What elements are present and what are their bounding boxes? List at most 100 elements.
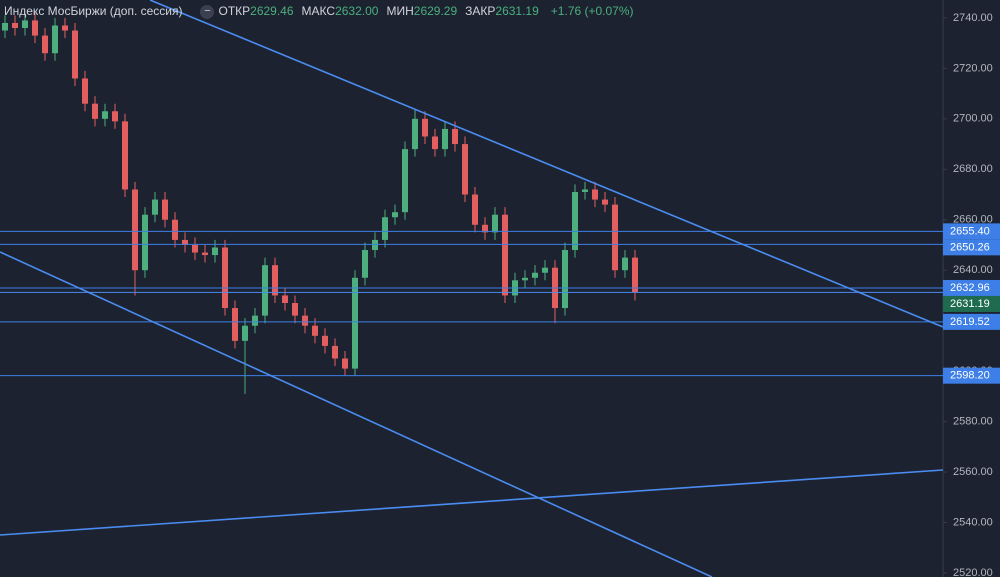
candle-body [142,214,148,271]
y-tick-label: 2580.00 [953,415,993,427]
candle-body [292,303,298,316]
stat-value: 2631.19 [495,4,539,18]
candle-body [412,118,418,150]
price-axis: 2520.002540.002560.002580.002600.002620.… [943,12,1000,577]
y-tick-label: 2640.00 [953,264,993,276]
candle-body [282,295,288,304]
candle-body [482,224,488,233]
candle-body [92,103,98,119]
stat-label: МАКС [301,4,336,18]
stat-value: 2632.00 [335,4,379,18]
candle-body [272,265,278,296]
candle-body [562,250,568,309]
y-tick-label: 2740.00 [953,12,993,24]
candle-body [242,325,248,341]
candle-body [152,199,158,215]
price-level-label: 2631.19 [950,298,990,310]
candle-body [342,358,348,369]
price-level-label: 2655.40 [950,225,990,237]
candle-body [382,217,388,240]
price-level-label: 2650.26 [950,241,990,253]
candle-body [432,136,438,150]
candle-body [472,194,478,225]
candle-body [602,199,608,205]
candle-body [32,20,38,36]
candle-body [322,335,328,346]
price-level-label: 2619.52 [950,316,990,328]
candle-body [332,345,338,359]
stat-label: ЗАКР [465,4,496,18]
stat-label: ОТКР [218,4,251,18]
collapse-button[interactable]: − [200,4,215,19]
y-tick-label: 2560.00 [953,466,993,478]
candle-body [312,325,318,336]
candle-body [262,265,268,316]
legend-header: Индекс МосБиржи (доп. сессия) − ОТКР2629.4… [4,4,642,19]
candle-body [112,111,118,122]
candle-body [102,111,108,119]
candle-body [582,189,588,192]
candle-body [392,212,398,218]
candle-body [132,189,138,271]
price-level-box [943,239,1000,256]
candle-body [532,272,538,278]
candle-body [592,189,598,200]
price-level-box [943,279,1000,296]
candle-body [402,149,408,213]
candle-body [492,214,498,233]
candle-body [372,239,378,251]
candle-body [122,121,128,190]
candle-body [232,308,238,341]
instrument-name: Индекс МосБиржи (доп. сессия) [4,4,183,18]
stat-value: 2629.46 [250,4,294,18]
candle-body [612,204,618,271]
candle-body [572,191,578,251]
candle-body [302,315,308,326]
plot [0,12,943,394]
candle-body [172,219,178,240]
candle-body [422,118,428,137]
candle-body [542,267,548,273]
y-tick-label: 2540.00 [953,516,993,528]
candle-body [42,35,48,54]
candle-body [22,20,28,29]
candle-body [252,315,258,326]
candle-body [522,277,528,281]
trend-line [149,0,944,328]
candle-body [12,22,18,29]
price-level-label: 2598.20 [950,370,990,382]
y-tick-label: 2660.00 [953,214,993,226]
candle-body [352,277,358,369]
candle-body [442,128,448,150]
y-tick-label: 2520.00 [953,567,993,577]
price-level-box [943,223,1000,240]
candle-body [362,250,368,278]
change: +1.76 (+0.07%) [550,4,634,18]
candle-body [212,247,218,256]
candle-body [632,257,638,293]
y-tick-label: 2680.00 [953,163,993,175]
price-level-box [943,367,1000,384]
candle-body [62,25,68,31]
price-level-box [943,313,1000,330]
candle-body [502,214,508,296]
candle-body [182,239,188,245]
candle-body [82,78,88,104]
y-tick-label: 2700.00 [953,113,993,125]
candle-body [462,144,468,195]
candle-body [452,128,458,145]
trend-line [0,251,713,577]
candle-body [52,25,58,54]
price-level-box [943,295,1000,312]
y-tick-label: 2720.00 [953,62,993,74]
candle-body [202,252,208,256]
trend-line [0,469,944,536]
candle-body [192,244,198,253]
candle-body [622,257,628,271]
candle-body [222,247,228,309]
candle-body [2,22,8,31]
stat-value: 2629.29 [413,4,458,18]
stat-label: МИН [386,4,414,18]
